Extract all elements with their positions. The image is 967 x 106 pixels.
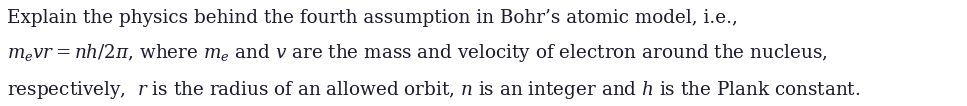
Text: respectively,  $\mathit{r}$ is the radius of an allowed orbit, $\mathit{n}$ is a: respectively, $\mathit{r}$ is the radius… — [7, 79, 861, 101]
Text: Explain the physics behind the fourth assumption in Bohr’s atomic model, i.e.,: Explain the physics behind the fourth as… — [7, 9, 738, 27]
Text: $\mathit{m_e}$$\mathit{vr{=}nh/2\pi}$, where $\mathit{m_e}$ and $\mathit{v}$ are: $\mathit{m_e}$$\mathit{vr{=}nh/2\pi}$, w… — [7, 42, 828, 64]
